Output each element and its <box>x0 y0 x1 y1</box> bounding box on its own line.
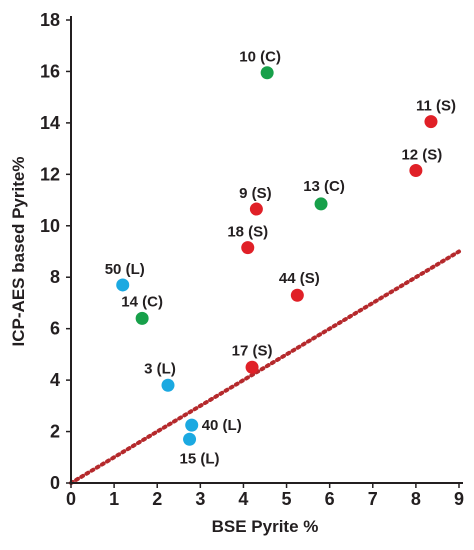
data-point-label: 18 (S) <box>227 224 268 241</box>
data-point <box>409 163 423 177</box>
y-axis-title: ICP-AES based Pyrite% <box>9 157 28 347</box>
data-point-label: 12 (S) <box>401 146 442 163</box>
trend-line <box>69 249 461 485</box>
data-point-label: 44 (S) <box>279 270 320 287</box>
data-point <box>241 241 255 255</box>
y-axis-ticks: 0 2 4 6 8 10 12 14 16 18 <box>40 10 71 493</box>
y-tick-label: 8 <box>50 267 60 287</box>
data-point <box>183 432 197 446</box>
y-tick-label: 10 <box>40 216 60 236</box>
x-tick-label: 3 <box>195 489 205 509</box>
x-tick-label: 0 <box>66 489 76 509</box>
data-point-label: 40 (L) <box>202 417 242 434</box>
x-tick-label: 8 <box>411 489 421 509</box>
x-tick-label: 1 <box>109 489 119 509</box>
x-tick-label: 6 <box>325 489 335 509</box>
data-point-label: 17 (S) <box>232 342 273 359</box>
data-point-label: 14 (C) <box>121 293 163 310</box>
x-axis-title: BSE Pyrite % <box>212 517 319 536</box>
x-tick-label: 9 <box>454 489 464 509</box>
y-tick-label: 4 <box>50 370 60 390</box>
data-point <box>424 115 438 129</box>
y-tick-label: 12 <box>40 164 60 184</box>
y-tick-label: 0 <box>50 473 60 493</box>
y-tick-label: 6 <box>50 319 60 339</box>
y-tick-label: 16 <box>40 61 60 81</box>
data-point <box>290 288 304 302</box>
data-point <box>116 278 130 292</box>
data-point <box>245 360 259 374</box>
x-tick-label: 4 <box>238 489 248 509</box>
data-point-label: 11 (S) <box>416 98 456 115</box>
x-tick-label: 7 <box>368 489 378 509</box>
data-point-label: 13 (C) <box>303 178 345 195</box>
data-point <box>185 418 199 432</box>
data-point-label: 15 (L) <box>180 450 220 467</box>
data-point <box>135 311 149 325</box>
data-point-label: 3 (L) <box>144 360 176 377</box>
x-axis-ticks: 0 1 2 3 4 5 6 7 8 9 <box>66 483 464 509</box>
data-point-label: 9 (S) <box>239 185 272 202</box>
data-point <box>260 66 274 80</box>
x-tick-label: 5 <box>282 489 292 509</box>
y-tick-label: 2 <box>50 422 60 442</box>
data-point <box>249 202 263 216</box>
y-tick-label: 18 <box>40 10 60 30</box>
data-point <box>161 378 175 392</box>
data-point <box>314 197 328 211</box>
data-point-label: 10 (C) <box>239 49 281 66</box>
x-tick-label: 2 <box>152 489 162 509</box>
data-point-label: 50 (L) <box>105 261 145 278</box>
plot-area: 10 (C) 11 (S) 12 (S) 13 (C) 9 (S) 18 (S) 50 (L… <box>69 49 461 485</box>
y-tick-label: 14 <box>40 113 60 133</box>
